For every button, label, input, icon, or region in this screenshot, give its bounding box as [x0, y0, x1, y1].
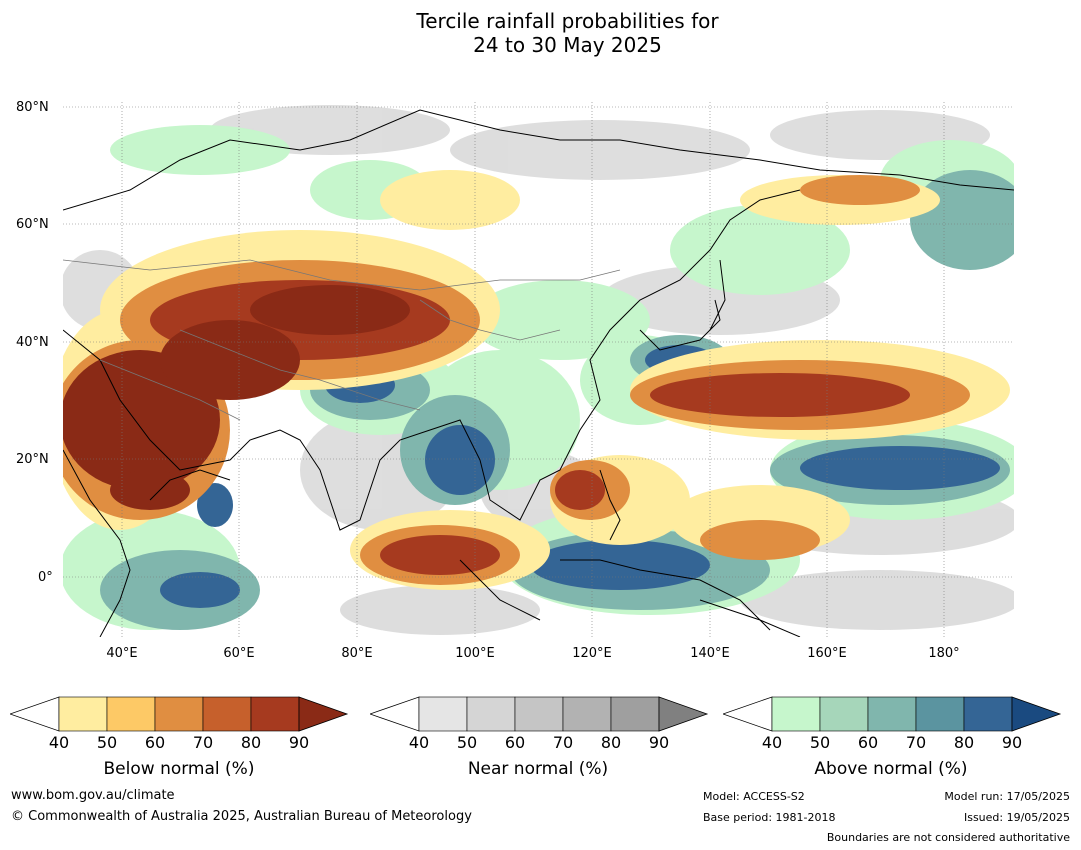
below-seg-4 [202, 696, 252, 732]
below-tick-90: 90 [288, 733, 310, 752]
near-tick-40: 40 [408, 733, 430, 752]
near-seg-1 [418, 696, 468, 732]
above-tick-90: 90 [1001, 733, 1023, 752]
disclaimer-text: Boundaries are not considered authoritat… [826, 831, 1070, 844]
below-normal-label: Below normal (%) [103, 759, 255, 779]
model-text: Model: ACCESS-S2 [703, 790, 805, 803]
lat-label-40n: 40°N [16, 335, 49, 350]
near-tick-50: 50 [456, 733, 478, 752]
above-normal-label: Above normal (%) [814, 759, 968, 779]
colorbar-below-normal [10, 696, 349, 732]
near-tick-70: 70 [552, 733, 574, 752]
above-arrow-high [1011, 696, 1062, 732]
below-arrow-low [10, 696, 60, 732]
issued-text: Issued: 19/05/2025 [963, 811, 1070, 824]
above-tick-60: 60 [857, 733, 879, 752]
above-tick-80: 80 [953, 733, 975, 752]
above-tick-70: 70 [905, 733, 927, 752]
above-arrow-low [723, 696, 773, 732]
lon-label-120e: 120°E [572, 646, 612, 661]
rainfall-probability-map [63, 102, 1014, 637]
below-seg-5 [250, 696, 300, 732]
below-tick-50: 50 [96, 733, 118, 752]
lon-label-160e: 160°E [807, 646, 847, 661]
above-seg-3 [867, 696, 917, 732]
near-seg-4 [562, 696, 612, 732]
above-seg-1 [771, 696, 821, 732]
colorbar-above-normal [723, 696, 1062, 732]
below-tick-40: 40 [48, 733, 70, 752]
below-arrow-high [298, 696, 349, 732]
lat-label-80n: 80°N [16, 100, 49, 115]
map-title-line2: 24 to 30 May 2025 [473, 33, 662, 57]
near-arrow-low [370, 696, 420, 732]
base-period-text: Base period: 1981-2018 [703, 811, 836, 824]
lon-label-140e: 140°E [690, 646, 730, 661]
near-seg-3 [514, 696, 564, 732]
colorbar-near-normal [370, 696, 709, 732]
above-seg-5 [963, 696, 1013, 732]
near-tick-90: 90 [648, 733, 670, 752]
lat-label-0: 0° [38, 570, 53, 585]
below-seg-3 [154, 696, 204, 732]
below-tick-80: 80 [240, 733, 262, 752]
above-seg-4 [915, 696, 965, 732]
near-tick-80: 80 [600, 733, 622, 752]
lat-label-20n: 20°N [16, 452, 49, 467]
near-seg-2 [466, 696, 516, 732]
map-title-line1: Tercile rainfall probabilities for [416, 9, 719, 33]
lon-label-60e: 60°E [223, 646, 255, 661]
below-seg-1 [58, 696, 108, 732]
near-arrow-high [658, 696, 709, 732]
above-tick-40: 40 [761, 733, 783, 752]
lat-label-60n: 60°N [16, 217, 49, 232]
above-tick-50: 50 [809, 733, 831, 752]
lon-label-100e: 100°E [455, 646, 495, 661]
below-seg-2 [106, 696, 156, 732]
below-tick-60: 60 [144, 733, 166, 752]
lon-label-180: 180° [928, 646, 960, 661]
model-run-text: Model run: 17/05/2025 [944, 790, 1070, 803]
lon-label-80e: 80°E [341, 646, 373, 661]
bom-url-link[interactable]: www.bom.gov.au/climate [11, 788, 175, 803]
near-normal-label: Near normal (%) [467, 759, 609, 779]
lon-label-40e: 40°E [106, 646, 138, 661]
above-seg-2 [819, 696, 869, 732]
near-tick-60: 60 [504, 733, 526, 752]
copyright-text: © Commonwealth of Australia 2025, Austra… [11, 809, 472, 824]
near-seg-5 [610, 696, 660, 732]
below-tick-70: 70 [192, 733, 214, 752]
